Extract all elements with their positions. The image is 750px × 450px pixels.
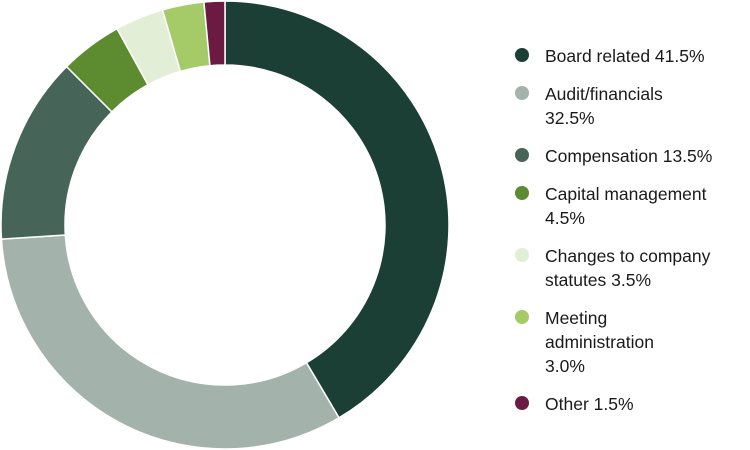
legend-item: Other 1.5% bbox=[515, 392, 750, 416]
legend-swatch bbox=[515, 248, 529, 262]
legend-label: Board related 41.5% bbox=[545, 46, 705, 66]
legend-item: Meeting administration 3.0% bbox=[515, 306, 750, 378]
legend-swatch bbox=[515, 48, 529, 62]
legend-label: Capital management 4.5% bbox=[545, 184, 707, 228]
legend-swatch bbox=[515, 310, 529, 324]
donut-slice-6 bbox=[203, 0, 226, 67]
legend-label: Audit/financials 32.5% bbox=[545, 84, 663, 128]
legend-item: Compensation 13.5% bbox=[515, 144, 750, 168]
legend-label: Other 1.5% bbox=[545, 394, 634, 414]
legend-item: Audit/financials 32.5% bbox=[515, 82, 750, 130]
legend: Board related 41.5% Audit/financials 32.… bbox=[515, 44, 750, 430]
legend-label: Meeting administration 3.0% bbox=[545, 308, 654, 376]
legend-label: Changes to company statutes 3.5% bbox=[545, 246, 711, 290]
legend-swatch bbox=[515, 148, 529, 162]
legend-swatch bbox=[515, 396, 529, 410]
legend-label: Compensation 13.5% bbox=[545, 146, 713, 166]
donut-slice-1 bbox=[0, 234, 341, 450]
legend-item: Capital management 4.5% bbox=[515, 182, 750, 230]
donut-chart bbox=[0, 0, 450, 450]
legend-item: Board related 41.5% bbox=[515, 44, 750, 68]
donut-slice-0 bbox=[224, 0, 450, 419]
legend-item: Changes to company statutes 3.5% bbox=[515, 244, 750, 292]
legend-swatch bbox=[515, 186, 529, 200]
legend-swatch bbox=[515, 86, 529, 100]
